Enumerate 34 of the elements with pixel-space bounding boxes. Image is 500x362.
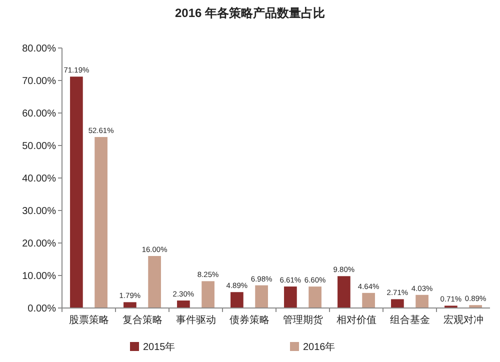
y-tick-label: 10.00% (22, 271, 56, 282)
x-tick-label: 相对价值 (336, 314, 376, 326)
x-tick-label: 管理期货 (282, 314, 323, 326)
y-tick-label: 0.00% (28, 304, 56, 314)
bar (416, 294, 428, 308)
y-tick-label: 50.00% (22, 141, 56, 152)
y-tick-label: 30.00% (22, 206, 56, 217)
x-tick-label: 债券策略 (229, 314, 270, 326)
x-tick-label: 宏观对冲 (443, 314, 484, 326)
bar (230, 292, 244, 308)
bar (148, 256, 161, 308)
x-tick-label: 事件驱动 (176, 314, 216, 326)
bar (391, 299, 404, 308)
bar (177, 300, 190, 308)
bar (255, 285, 268, 308)
bar (202, 281, 214, 308)
y-tick-label: 20.00% (22, 238, 56, 250)
bar (308, 286, 322, 308)
y-tick-label: 70.00% (22, 76, 56, 87)
bar (362, 292, 375, 308)
legend-label: 2015年 (143, 341, 176, 353)
legend-label: 2016年 (303, 341, 336, 353)
y-tick-label: 80.00% (22, 44, 56, 54)
bar (124, 302, 136, 308)
bar (70, 76, 83, 308)
bar (284, 286, 297, 308)
bar (94, 137, 108, 308)
x-tick-label: 股票策略 (68, 314, 109, 326)
y-tick-label: 60.00% (22, 108, 56, 120)
y-tick-label: 40.00% (22, 174, 56, 184)
x-tick-label: 组合基金 (390, 314, 430, 326)
x-tick-label: 复合策略 (122, 314, 162, 326)
bar (338, 276, 350, 308)
chart-title: 2016 年各策略产品数量占比 (174, 6, 326, 20)
